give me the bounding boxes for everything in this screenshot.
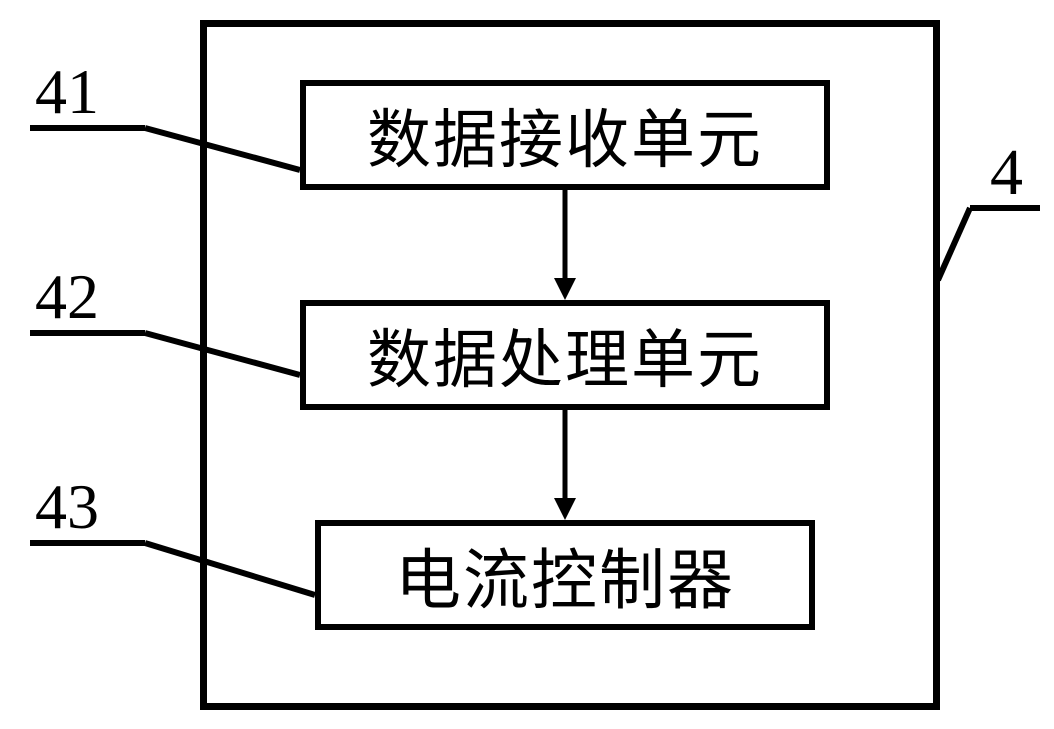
block-current-controller: 电流控制器 bbox=[315, 520, 815, 630]
block-data-process: 数据处理单元 bbox=[300, 300, 830, 410]
block-data-receive-label: 数据接收单元 bbox=[367, 89, 763, 181]
block-data-process-label: 数据处理单元 bbox=[367, 309, 763, 401]
callout-label-41: 41 bbox=[35, 55, 99, 129]
block-data-receive: 数据接收单元 bbox=[300, 80, 830, 190]
callout-label-42: 42 bbox=[35, 260, 99, 334]
callout-label-43: 43 bbox=[35, 470, 99, 544]
callout-label-4: 4 bbox=[990, 135, 1023, 211]
block-current-controller-label: 电流控制器 bbox=[395, 527, 735, 623]
diagram-stage: 数据接收单元 数据处理单元 电流控制器 41 42 43 4 bbox=[0, 0, 1054, 729]
